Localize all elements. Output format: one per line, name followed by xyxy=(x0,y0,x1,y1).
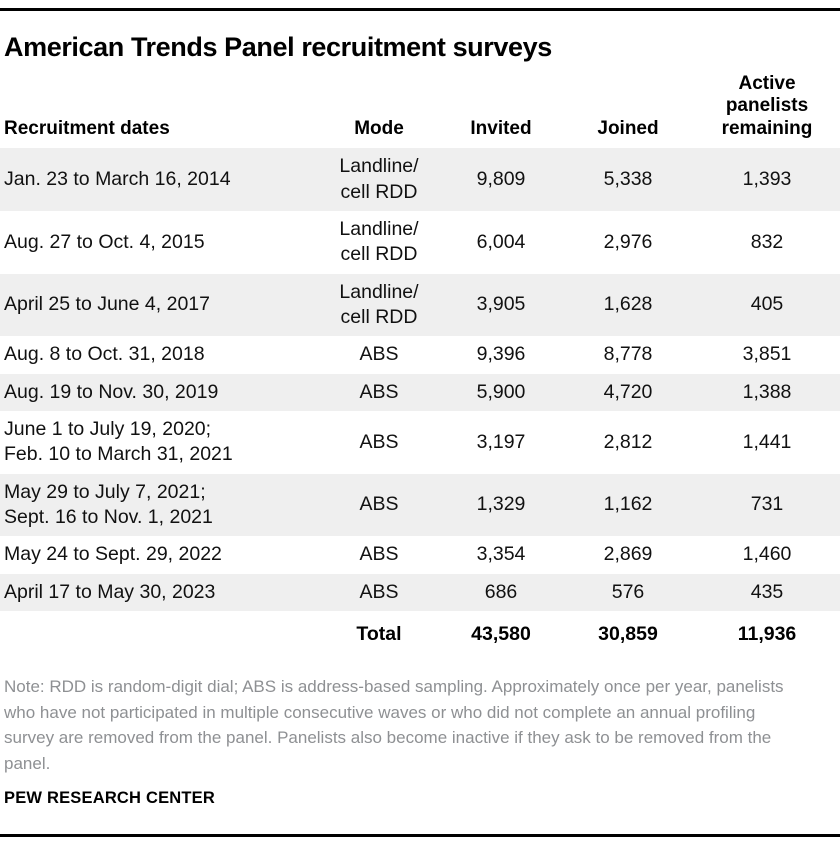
cell-joined: 4,720 xyxy=(603,380,653,403)
cell-active-remaining: 731 xyxy=(750,493,784,516)
column-header-recruitment-dates: Recruitment dates xyxy=(4,117,170,139)
cell-invited: 9,396 xyxy=(476,343,526,366)
cell-mode: ABS xyxy=(359,543,399,566)
recruitment-surveys-table: Recruitment dates Mode Invited Joined Ac… xyxy=(0,73,840,659)
cell-total-joined: 30,859 xyxy=(598,623,658,646)
cell-mode: Landline/cell RDD xyxy=(339,217,419,266)
cell-joined: 2,812 xyxy=(603,430,653,453)
cell-mode: ABS xyxy=(359,430,399,453)
cell-invited: 3,197 xyxy=(476,430,526,453)
table-header: Recruitment dates Mode Invited Joined Ac… xyxy=(0,73,840,148)
cell-invited: 6,004 xyxy=(476,230,526,253)
column-header-active-panelists-remaining: Active panelists remaining xyxy=(721,73,813,139)
cell-recruitment-dates: Aug. 19 to Nov. 30, 2019 xyxy=(4,380,219,403)
cell-active-remaining: 435 xyxy=(750,580,784,603)
cell-invited: 3,354 xyxy=(476,543,526,566)
cell-mode: ABS xyxy=(359,580,399,603)
column-header-joined: Joined xyxy=(597,117,659,139)
cell-joined: 8,778 xyxy=(603,343,653,366)
cell-joined: 1,628 xyxy=(603,293,653,316)
cell-invited: 1,329 xyxy=(476,493,526,516)
cell-recruitment-dates: Aug. 8 to Oct. 31, 2018 xyxy=(4,343,205,366)
cell-joined: 1,162 xyxy=(603,493,653,516)
column-header-invited: Invited xyxy=(470,117,532,139)
cell-recruitment-dates: Aug. 27 to Oct. 4, 2015 xyxy=(4,230,205,253)
cell-mode: Landline/cell RDD xyxy=(339,280,419,328)
cell-active-remaining: 405 xyxy=(750,293,784,316)
cell-invited: 9,809 xyxy=(476,167,526,190)
table-row: Jan. 23 to March 16, 2014 Landline/cell R… xyxy=(0,148,840,211)
cell-active-remaining: 1,441 xyxy=(742,430,792,453)
cell-recruitment-dates: May 24 to Sept. 29, 2022 xyxy=(4,543,222,566)
table-row: Aug. 19 to Nov. 30, 2019 ABS 5,900 4,720 1,3… xyxy=(0,373,840,411)
source-attribution: PEW RESEARCH CENTER xyxy=(4,789,215,808)
cell-invited: 5,900 xyxy=(476,380,526,403)
table-body: Jan. 23 to March 16, 2014 Landline/cell R… xyxy=(0,148,840,612)
cell-total-active-remaining: 11,936 xyxy=(737,623,797,646)
total-row: Total 43,580 30,859 11,936 xyxy=(0,611,840,659)
table-row: Aug. 27 to Oct. 4, 2015 Landline/cell RDD… xyxy=(0,211,840,274)
cell-mode: ABS xyxy=(359,493,399,516)
table-row: Aug. 8 to Oct. 31, 2018 ABS 9,396 8,778 3,85… xyxy=(0,336,840,373)
cell-joined: 2,869 xyxy=(603,543,653,566)
page-title: American Trends Panel recruitment survey… xyxy=(4,32,552,62)
table-footer: Total 43,580 30,859 11,936 xyxy=(0,611,840,659)
cell-mode: ABS xyxy=(359,343,399,366)
cell-total-invited: 43,580 xyxy=(471,623,531,646)
cell-recruitment-dates: April 17 to May 30, 2023 xyxy=(4,580,216,603)
cell-active-remaining: 1,393 xyxy=(742,167,792,190)
cell-joined: 2,976 xyxy=(603,230,653,253)
table-row: April 25 to June 4, 2017 Landline/cell RD… xyxy=(0,273,840,337)
cell-mode: Landline/cell RDD xyxy=(339,155,419,203)
table-row: June 1 to July 19, 2020; Feb. 10 to March… xyxy=(0,411,840,474)
top-divider xyxy=(0,8,840,11)
table-row: May 29 to July 7, 2021; Sept. 16 to Nov. … xyxy=(0,473,840,537)
cell-total-spacer xyxy=(0,611,318,659)
bottom-divider xyxy=(0,834,840,837)
cell-recruitment-dates: May 29 to July 7, 2021; Sept. 16 to Nov. … xyxy=(4,480,213,528)
cell-total-label: Total xyxy=(356,623,402,646)
cell-active-remaining: 3,851 xyxy=(742,343,792,366)
table-note: Note: RDD is random-digit dial; ABS is a… xyxy=(4,677,784,773)
cell-invited: 3,905 xyxy=(476,293,526,316)
table-header-row: Recruitment dates Mode Invited Joined Ac… xyxy=(0,73,840,148)
cell-active-remaining: 832 xyxy=(750,230,784,253)
cell-recruitment-dates: Jan. 23 to March 16, 2014 xyxy=(4,167,231,190)
cell-mode: ABS xyxy=(359,380,399,403)
column-header-mode: Mode xyxy=(354,117,404,139)
cell-joined: 576 xyxy=(611,580,645,603)
cell-recruitment-dates: June 1 to July 19, 2020; Feb. 10 to March… xyxy=(4,417,233,466)
cell-active-remaining: 1,388 xyxy=(742,380,792,403)
table-row: April 17 to May 30, 2023 ABS 686 576 435 xyxy=(0,573,840,612)
cell-invited: 686 xyxy=(484,580,518,603)
cell-joined: 5,338 xyxy=(603,167,653,190)
cell-recruitment-dates: April 25 to June 4, 2017 xyxy=(4,293,210,316)
table-row: May 24 to Sept. 29, 2022 ABS 3,354 2,869 1,4… xyxy=(0,536,840,573)
cell-active-remaining: 1,460 xyxy=(742,543,792,566)
